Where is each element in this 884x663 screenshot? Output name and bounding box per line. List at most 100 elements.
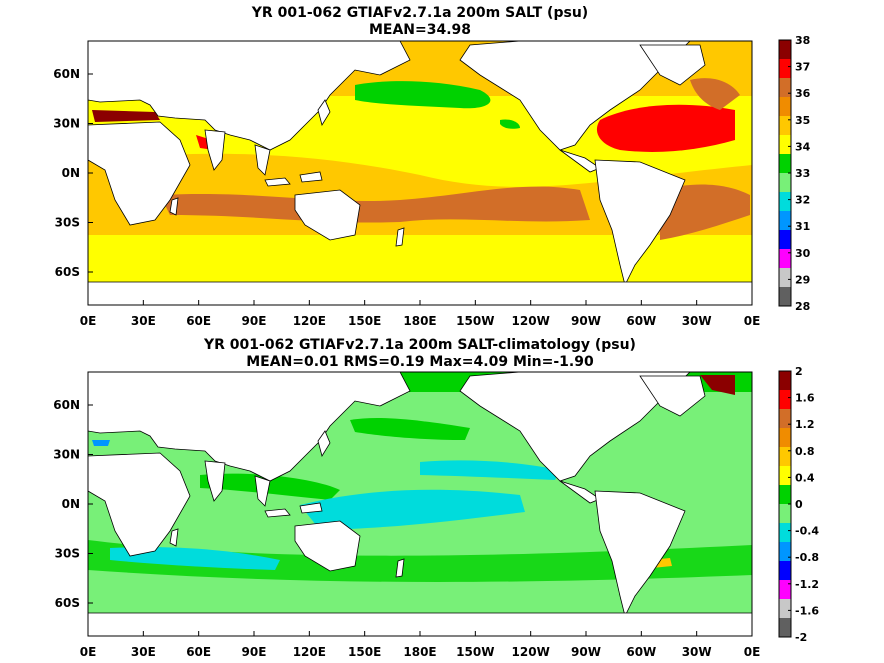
panel-1-colorbar-segment: [779, 173, 791, 192]
panel-2-x-tick-label: 180E: [403, 645, 436, 659]
panel-2-x-tick-label: 60W: [626, 645, 656, 659]
panel-1-colorbar-segment: [779, 135, 791, 154]
panel-1-colorbar-segment: [779, 59, 791, 78]
panel-1-y-tick-label: 60N: [53, 67, 80, 81]
panel-1-y-tick-label: 30S: [55, 216, 80, 230]
panel-2-colorbar-label: 2: [795, 365, 803, 378]
panel-1-x-tick-label: 120W: [512, 314, 550, 328]
panel-1-colorbar-label: 35: [795, 114, 810, 127]
panel-1-colorbar-label: 29: [795, 273, 810, 286]
panel-2-colorbar-label: 1.6: [795, 392, 815, 405]
panel-2-colorbar-segment: [779, 485, 791, 504]
panel-1-x-tick-label: 60E: [186, 314, 211, 328]
panel-2-y-tick-label: 30N: [53, 448, 80, 462]
panel-1-colorbar-label: 32: [795, 194, 810, 207]
panel-2: YR 001-062 GTIAFv2.7.1a 200m SALT-climat…: [53, 337, 819, 659]
panel-1-title: YR 001-062 GTIAFv2.7.1a 200m SALT (psu): [251, 5, 588, 21]
panel-1-x-tick-label: 150E: [348, 314, 381, 328]
panel-1-subtitle: MEAN=34.98: [369, 22, 471, 38]
panel-2-y-tick-label: 0N: [62, 497, 80, 511]
panel-2-y-tick-label: 60N: [53, 398, 80, 412]
panel-1-x-tick-label: 0E: [744, 314, 761, 328]
panel-1-colorbar-label: 37: [795, 61, 810, 74]
panel-2-colorbar-label: 1.2: [795, 418, 815, 431]
panel-2-colorbar-segment: [779, 466, 791, 485]
panel-2-colorbar-segment: [779, 599, 791, 618]
panel-1-colorbar-label: 33: [795, 167, 810, 180]
panel-2-colorbar-segment: [779, 447, 791, 466]
panel-2-y-axis: 60N 30N 0N 30S 60S: [53, 398, 93, 610]
panel-1-colorbar-label: 38: [795, 34, 810, 47]
panel-2-colorbar-label: -0.4: [795, 525, 819, 538]
panel-1: YR 001-062 GTIAFv2.7.1a 200m SALT (psu) …: [53, 5, 810, 328]
panel-1-colorbar-label: 28: [795, 300, 810, 313]
panel-1-x-tick-label: 60W: [626, 314, 656, 328]
panel-1-x-axis: 0E 30E 60E 90E 120E 150E 180E 150W 120W 90W 60W 30W…: [80, 300, 761, 328]
panel-2-x-tick-label: 150E: [348, 645, 381, 659]
panel-1-x-tick-label: 30W: [682, 314, 712, 328]
panel-1-y-axis: 60N 30N 0N 30S 60S: [53, 67, 93, 279]
panel-2-x-tick-label: 90E: [242, 645, 267, 659]
panel-1-y-tick-label: 0N: [62, 166, 80, 180]
panel-2-colorbar-segment: [779, 523, 791, 542]
panel-2-colorbar-label: 0.4: [795, 471, 815, 484]
panel-2-y-tick-label: 60S: [55, 596, 80, 610]
panel-2-x-tick-label: 0E: [744, 645, 761, 659]
panel-1-colorbar-label: 34: [795, 140, 811, 153]
panel-2-colorbar-segment: [779, 390, 791, 409]
panel-1-colorbar-segment: [779, 97, 791, 116]
panel-1-x-tick-label: 150W: [456, 314, 494, 328]
panel-2-colorbar-label: -1.2: [795, 578, 819, 591]
panel-1-colorbar-label: 36: [795, 87, 811, 100]
panel-2-x-tick-label: 150W: [456, 645, 494, 659]
panel-1-colorbar-segment: [779, 78, 791, 97]
panel-1-colorbar-segment: [779, 287, 791, 306]
panel-1-x-tick-label: 30E: [131, 314, 156, 328]
panel-2-colorbar-label: -0.8: [795, 551, 819, 564]
panel-2-title: YR 001-062 GTIAFv2.7.1a 200m SALT-climat…: [203, 337, 636, 353]
panel-1-colorbar-segment: [779, 40, 791, 59]
panel-1-map: [88, 41, 752, 305]
panel-2-map: [88, 372, 752, 636]
panel-2-colorbar-label: -1.6: [795, 604, 819, 617]
panel-1-x-tick-label: 120E: [293, 314, 326, 328]
panel-2-colorbar-segment: [779, 542, 791, 561]
panel-1-y-tick-label: 30N: [53, 117, 80, 131]
panel-2-x-tick-label: 30W: [682, 645, 712, 659]
panel-2-x-tick-label: 120E: [293, 645, 326, 659]
panel-1-x-tick-label: 180E: [403, 314, 436, 328]
panel-1-colorbar-segment: [779, 230, 791, 249]
panel-1-x-tick-label: 90W: [571, 314, 601, 328]
panel-2-colorbar-segment: [779, 428, 791, 447]
panel-2-colorbar-segment: [779, 409, 791, 428]
panel-2-colorbar-segment: [779, 371, 791, 390]
panel-1-y-tick-label: 60S: [55, 265, 80, 279]
panel-1-land: [88, 41, 752, 305]
panel-2-colorbar-label: 0.8: [795, 445, 815, 458]
panel-2-x-tick-label: 60E: [186, 645, 211, 659]
panel-2-colorbar-label: 0: [795, 498, 803, 511]
panel-1-colorbar: 28 29 30 31 32 33 34 35 36 37 38: [778, 34, 811, 313]
panel-1-x-tick-label: 90E: [242, 314, 267, 328]
panel-1-colorbar-label: 31: [795, 220, 810, 233]
panel-2-x-tick-label: 30E: [131, 645, 156, 659]
panel-2-colorbar-segment: [779, 561, 791, 580]
panel-2-colorbar-segment: [779, 618, 791, 637]
panel-2-x-axis: 0E 30E 60E 90E 120E 150E 180E 150W 120W 90W 60W 30W…: [80, 631, 761, 659]
panel-1-colorbar-segment: [779, 116, 791, 135]
panel-1-colorbar-segment: [779, 211, 791, 230]
panel-2-y-tick-label: 30S: [55, 547, 80, 561]
panel-2-x-tick-label: 90W: [571, 645, 601, 659]
panel-1-colorbar-segment: [779, 154, 791, 173]
panel-1-colorbar-segment: [779, 249, 791, 268]
panel-2-colorbar-segment: [779, 504, 791, 523]
panel-2-x-tick-label: 0E: [80, 645, 97, 659]
panel-2-colorbar: -2 -1.6 -1.2 -0.8 -0.4 0 0.4 0.8 1.2 1.6 2: [778, 365, 819, 644]
panel-2-colorbar-label: -2: [795, 631, 807, 644]
panel-1-x-tick-label: 0E: [80, 314, 97, 328]
panel-1-colorbar-segment: [779, 192, 791, 211]
panel-2-colorbar-segment: [779, 580, 791, 599]
panel-2-land: [88, 372, 752, 636]
panel-2-x-tick-label: 120W: [512, 645, 550, 659]
